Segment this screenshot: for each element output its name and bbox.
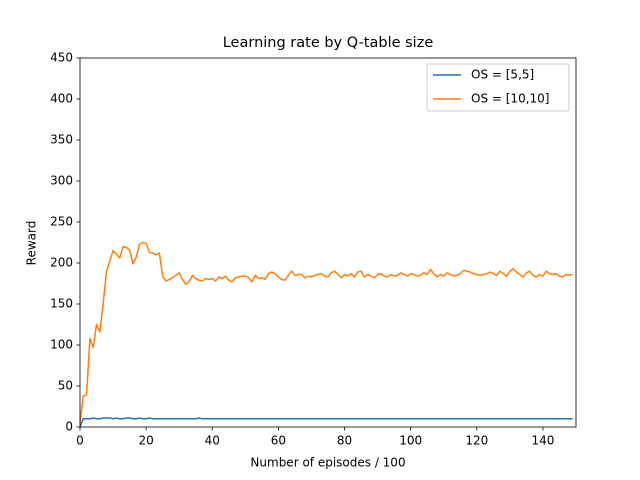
y-tick-label: 450 — [50, 51, 73, 65]
y-tick-label: 50 — [58, 379, 73, 393]
y-axis-label: Reward — [25, 221, 39, 266]
x-tick-label: 120 — [465, 434, 488, 448]
y-tick-label: 350 — [50, 133, 73, 147]
y-tick-label: 250 — [50, 215, 73, 229]
x-tick-label: 0 — [76, 434, 84, 448]
legend-label: OS = [10,10] — [471, 92, 549, 106]
y-tick-label: 150 — [50, 297, 73, 311]
legend-box — [426, 63, 570, 112]
series-line — [79, 241, 573, 423]
x-tick-label: 40 — [205, 434, 220, 448]
x-axis-label: Number of episodes / 100 — [250, 456, 405, 470]
x-tick-label: 20 — [138, 434, 153, 448]
axes-frame — [79, 57, 577, 428]
series-line — [79, 417, 573, 428]
x-tick-label: 60 — [271, 434, 286, 448]
chart-title: Learning rate by Q-table size — [223, 35, 434, 51]
x-tick-label: 80 — [337, 434, 352, 448]
legend-label: OS = [5,5] — [471, 68, 534, 82]
x-tick-label: 140 — [531, 434, 554, 448]
y-tick-label: 100 — [50, 338, 73, 352]
x-tick-label: 100 — [399, 434, 422, 448]
y-tick-label: 200 — [50, 256, 73, 270]
y-tick-label: 400 — [50, 92, 73, 106]
y-tick-label: 300 — [50, 174, 73, 188]
y-tick-label: 0 — [65, 420, 73, 434]
